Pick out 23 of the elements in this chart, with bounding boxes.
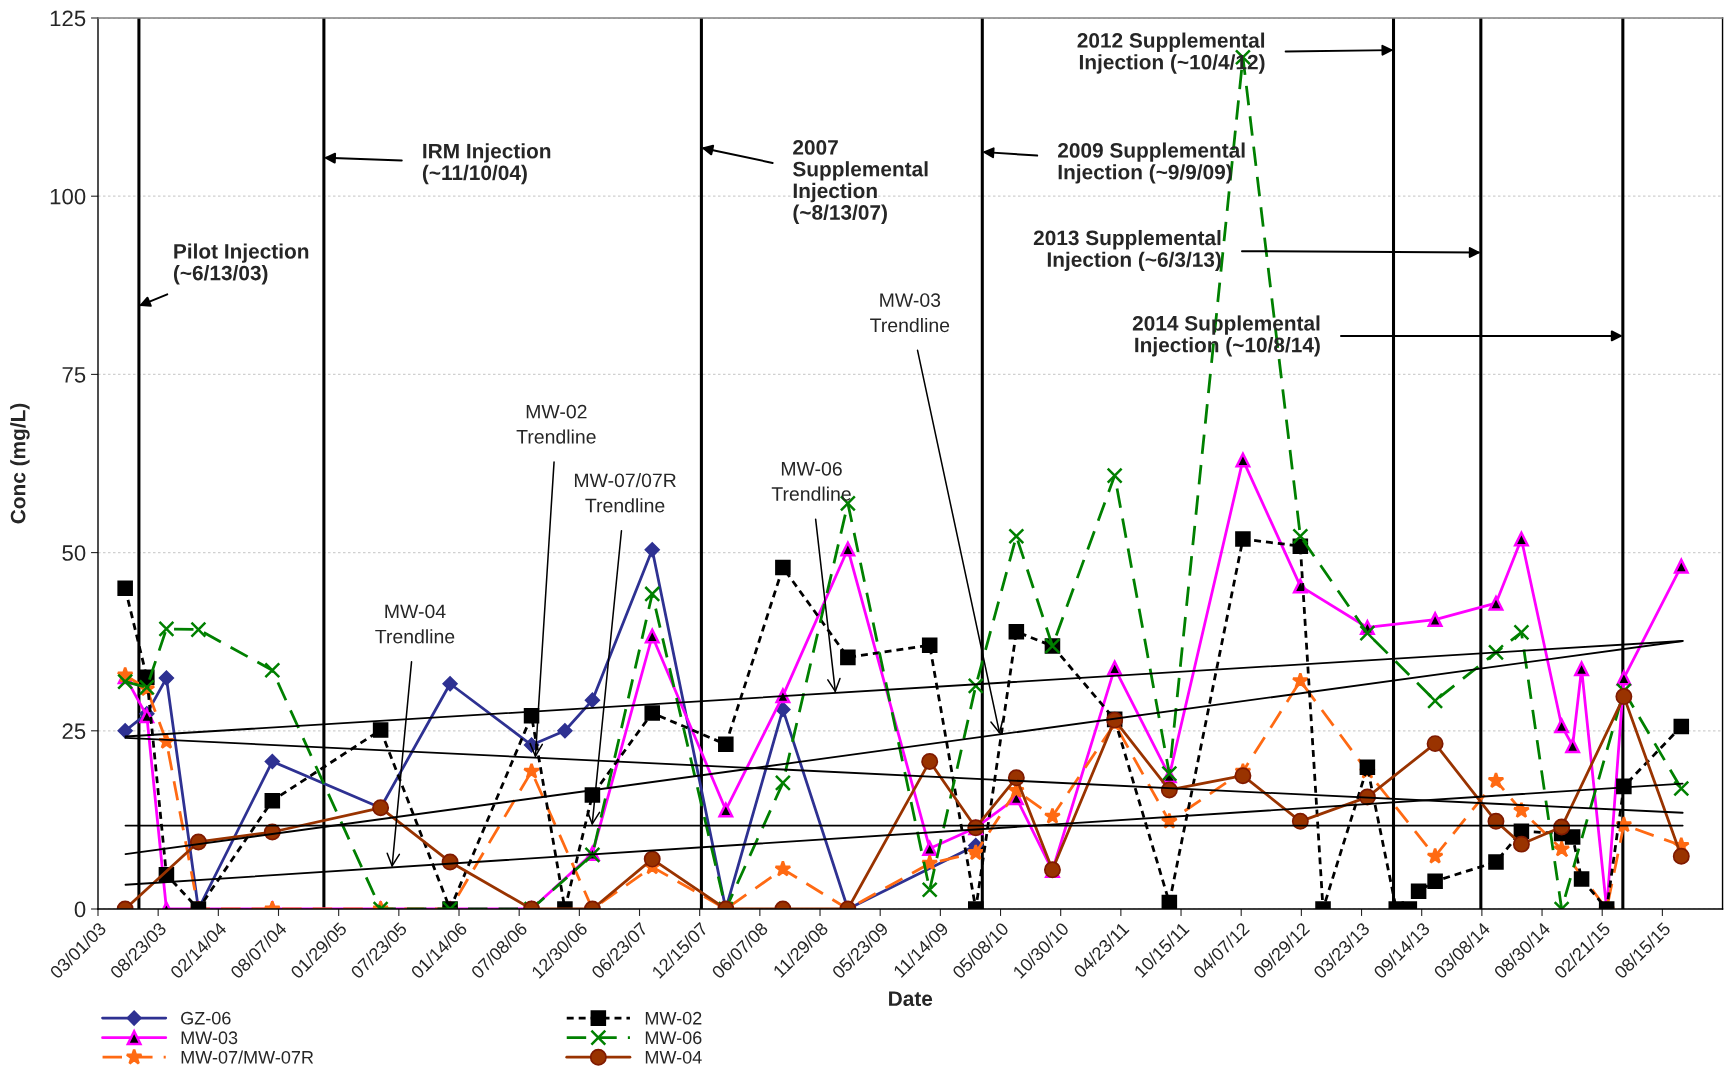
annotation: MW-07/07R Trendline (574, 472, 676, 513)
y-tick-label: 50 (62, 545, 86, 561)
y-axis-title: Conc (mg/L) (10, 403, 30, 524)
annotation: MW-04 Trendline (375, 604, 455, 644)
legend-label: MW-06 (645, 1031, 702, 1045)
ref-line-label: IRM Injection (~11/10/04) (422, 143, 551, 185)
annotation: MW-06 Trendline (771, 461, 851, 501)
ref-line-label: 2007 Supplemental Injection (~8/13/07) (793, 140, 928, 224)
legend-label: MW-04 (645, 1050, 702, 1064)
legend-label: MW-07/MW-07R (181, 1050, 314, 1064)
y-tick-label: 25 (62, 723, 86, 740)
legend-label: MW-03 (181, 1031, 238, 1045)
y-tick-label: 125 (50, 10, 86, 27)
legend-label: GZ-06 (181, 1011, 231, 1025)
annotation: MW-02 Trendline (516, 404, 596, 444)
y-tick-label: 75 (62, 367, 86, 383)
x-axis-title: Date (889, 991, 933, 1007)
ref-line-label: 2013 Supplemental Injection (~6/3/13) (1033, 229, 1221, 272)
legend-label: MW-02 (645, 1011, 702, 1025)
annotation: MW-03 Trendline (870, 293, 950, 333)
y-tick-label: 0 (74, 901, 86, 918)
y-tick-label: 100 (50, 188, 86, 205)
ref-line-label: Pilot Injection (~6/13/03) (173, 243, 309, 285)
